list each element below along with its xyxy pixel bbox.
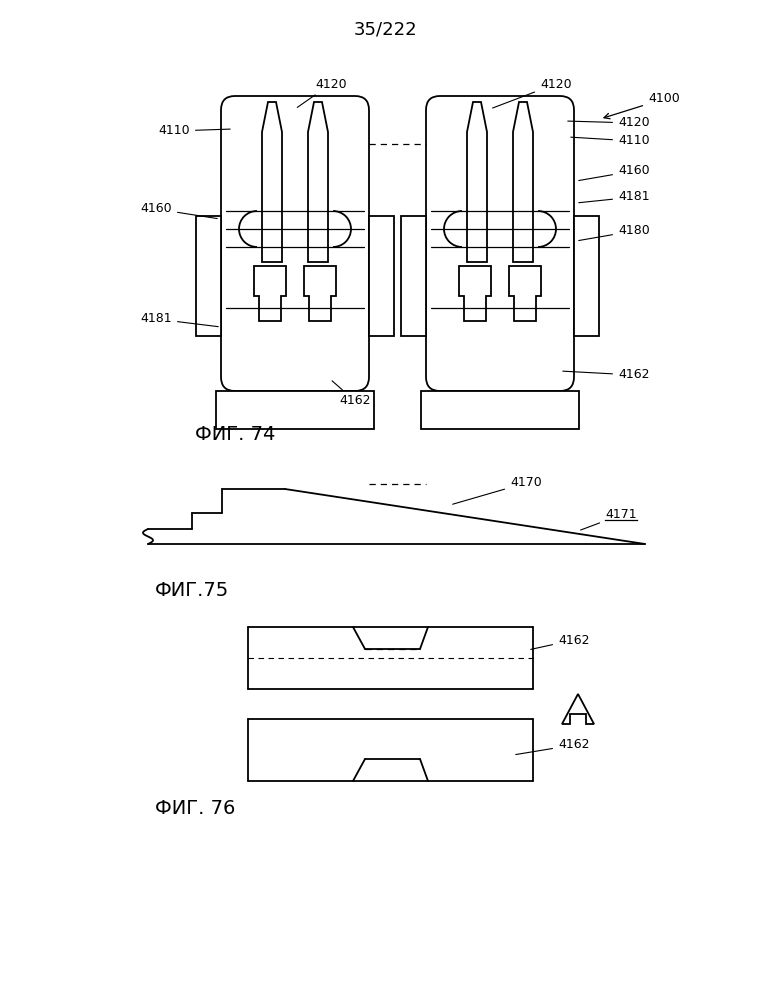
Text: 4110: 4110 (571, 135, 649, 148)
Text: 4110: 4110 (158, 125, 230, 138)
Text: 35/222: 35/222 (354, 20, 418, 38)
Text: ФИГ. 74: ФИГ. 74 (195, 425, 276, 444)
Polygon shape (574, 216, 599, 336)
FancyBboxPatch shape (426, 96, 574, 391)
Polygon shape (421, 391, 579, 429)
Polygon shape (459, 266, 491, 321)
Polygon shape (509, 266, 541, 321)
Polygon shape (196, 216, 221, 336)
Text: 4120: 4120 (567, 117, 649, 130)
Polygon shape (304, 266, 336, 321)
Text: ФИГ.75: ФИГ.75 (155, 581, 229, 600)
Polygon shape (308, 102, 328, 262)
Text: 4120: 4120 (297, 78, 347, 108)
Polygon shape (216, 391, 374, 429)
Text: 4171: 4171 (581, 508, 637, 530)
Text: 4100: 4100 (604, 93, 680, 119)
Text: 4181: 4181 (141, 313, 218, 327)
Polygon shape (262, 102, 282, 262)
Polygon shape (513, 102, 533, 262)
Text: 4162: 4162 (530, 633, 590, 649)
Text: ФИГ. 76: ФИГ. 76 (155, 799, 235, 818)
Polygon shape (148, 489, 645, 544)
Text: 4162: 4162 (516, 738, 590, 754)
Text: 4160: 4160 (141, 203, 217, 219)
Text: 4160: 4160 (579, 165, 649, 181)
Text: 4120: 4120 (493, 78, 571, 108)
Polygon shape (467, 102, 487, 262)
Text: 4162: 4162 (563, 369, 649, 382)
Polygon shape (369, 216, 394, 336)
Text: 4170: 4170 (452, 477, 542, 504)
Polygon shape (401, 216, 426, 336)
Text: 4180: 4180 (579, 225, 650, 241)
Polygon shape (562, 694, 594, 724)
Polygon shape (254, 266, 286, 321)
FancyBboxPatch shape (221, 96, 369, 391)
Text: 4162: 4162 (332, 381, 371, 408)
Text: 4181: 4181 (579, 191, 649, 204)
